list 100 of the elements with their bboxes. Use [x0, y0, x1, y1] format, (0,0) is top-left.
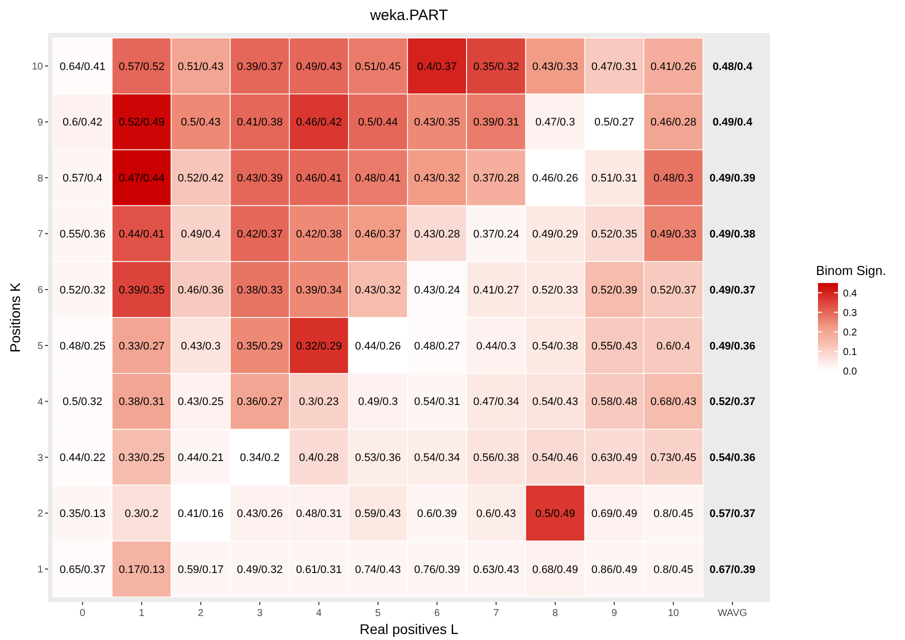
data-label: 0.52/0.39: [591, 284, 638, 296]
data-label: 0.59/0.17: [178, 564, 224, 576]
data-label: 0.51/0.43: [178, 60, 224, 73]
y-tick-label: 5: [37, 340, 44, 352]
data-label: 0.41/0.16: [178, 508, 224, 520]
data-label: 0.48/0.25: [60, 340, 106, 352]
data-label: 0.55/0.43: [591, 340, 638, 352]
data-label: 0.86/0.49: [591, 564, 638, 576]
data-label: 0.44/0.22: [60, 452, 106, 464]
x-tick-label: 2: [198, 608, 204, 619]
text: 0.49/0.38: [710, 228, 756, 240]
data-label: 0.52/0.49: [118, 116, 165, 129]
data-label: 0.58/0.48: [591, 396, 638, 408]
data-label: 0.6/0.43: [476, 508, 516, 520]
data-label: 0.52/0.33: [532, 284, 578, 296]
data-label: 0.44/0.21: [178, 452, 224, 464]
y-tick-label: 9: [37, 117, 44, 128]
data-label: 0.44/0.3: [476, 340, 516, 352]
color-bar-label: 0.0: [843, 366, 858, 378]
data-label: 0.68/0.49: [532, 564, 578, 576]
text: 0.49/0.4: [712, 116, 752, 129]
data-label: 0.46/0.28: [650, 116, 696, 129]
data-label: 0.44/0.26: [355, 340, 401, 352]
data-label: 0.46/0.37: [355, 228, 401, 240]
data-label: 0.42/0.38: [296, 228, 342, 240]
data-label: 0.68/0.43: [650, 396, 696, 408]
data-label: 0.52/0.35: [591, 228, 638, 240]
data-label: 0.41/0.27: [473, 284, 520, 296]
data-label: 0.65/0.37: [60, 564, 106, 576]
text: 0.57/0.37: [710, 508, 756, 520]
data-label: 0.5/0.49: [535, 508, 576, 520]
data-label: 0.55/0.36: [60, 228, 106, 240]
data-label: 0.42/0.37: [236, 228, 283, 240]
data-label: 0.48/0.31: [296, 508, 342, 520]
x-tick-label: 3: [257, 608, 264, 619]
color-bar-label: 0.1: [843, 346, 858, 358]
data-label: 0.56/0.38: [473, 452, 520, 464]
data-label: 0.43/0.25: [178, 396, 224, 408]
data-label: 0.49/0.3: [358, 396, 398, 408]
data-label: 0.43/0.32: [414, 172, 460, 185]
data-label: 0.43/0.3: [180, 340, 221, 352]
data-label: 0.4/0.37: [417, 60, 457, 73]
text: 0.49/0.36: [710, 340, 756, 352]
y-tick-label: 1: [37, 564, 44, 576]
x-tick-label: 6: [434, 608, 440, 619]
data-label: 0.33/0.25: [118, 452, 165, 464]
data-label: 0.64/0.41: [60, 60, 106, 73]
data-label: 0.35/0.32: [473, 60, 520, 73]
data-label: 0.39/0.37: [236, 60, 283, 73]
data-label: 0.48/0.41: [355, 172, 401, 185]
data-label: 0.43/0.28: [414, 228, 460, 240]
x-tick-label: 0: [80, 608, 86, 619]
data-label: 0.5/0.43: [180, 116, 221, 129]
y-tick-label: 2: [37, 508, 44, 520]
data-label: 0.44/0.41: [118, 228, 165, 240]
data-label: 0.39/0.35: [118, 284, 165, 296]
x-tick-label: 9: [612, 608, 618, 619]
y-tick-label: 7: [37, 229, 44, 240]
data-label: 0.48/0.27: [414, 340, 460, 352]
data-label: 0.43/0.24: [414, 284, 460, 296]
data-label: 0.76/0.39: [414, 564, 460, 576]
color-bar-label: 0.2: [843, 327, 858, 338]
data-label: 0.49/0.43: [296, 60, 342, 73]
data-label: 0.43/0.35: [414, 116, 460, 129]
y-tick-label: 6: [37, 285, 44, 296]
data-label: 0.52/0.32: [60, 284, 106, 296]
x-tick-label: 7: [493, 608, 500, 619]
data-label: 0.73/0.45: [650, 452, 696, 464]
data-label: 0.46/0.42: [296, 116, 342, 129]
data-label: 0.53/0.36: [355, 452, 401, 464]
data-label: 0.49/0.4: [180, 228, 221, 240]
data-label: 0.47/0.31: [591, 60, 638, 73]
data-label: 0.49/0.33: [650, 228, 696, 240]
text: 0.52/0.37: [710, 396, 756, 408]
data-label: 0.6/0.4: [656, 340, 690, 352]
data-label: 0.54/0.34: [414, 452, 460, 464]
data-label: 0.54/0.31: [414, 396, 460, 408]
text: 0.49/0.39: [710, 172, 756, 185]
data-label: 0.41/0.26: [650, 60, 696, 73]
data-label: 0.43/0.32: [355, 284, 401, 296]
x-axis-title: Real positives L: [360, 621, 459, 637]
data-label: 0.57/0.4: [62, 172, 102, 185]
data-label: 0.43/0.26: [236, 508, 283, 520]
data-label: 0.41/0.38: [236, 116, 283, 129]
data-label: 0.59/0.43: [355, 508, 401, 520]
x-tick-label: 1: [138, 608, 145, 619]
data-label: 0.63/0.49: [591, 452, 638, 464]
data-label: 0.6/0.42: [62, 116, 102, 129]
data-label: 0.5/0.27: [594, 116, 634, 129]
data-label: 0.37/0.24: [473, 228, 520, 240]
data-label: 0.48/0.3: [653, 172, 694, 185]
y-axis-title: Positions K: [7, 282, 23, 353]
data-label: 0.46/0.41: [296, 172, 342, 185]
text: 0.49/0.37: [710, 284, 756, 296]
data-label: 0.5/0.44: [358, 116, 398, 129]
y-tick-label: 8: [37, 173, 44, 184]
data-label: 0.32/0.29: [296, 340, 342, 352]
y-tick-label: 3: [37, 452, 44, 464]
data-label: 0.3/0.2: [124, 508, 158, 520]
data-label: 0.49/0.29: [532, 228, 578, 240]
